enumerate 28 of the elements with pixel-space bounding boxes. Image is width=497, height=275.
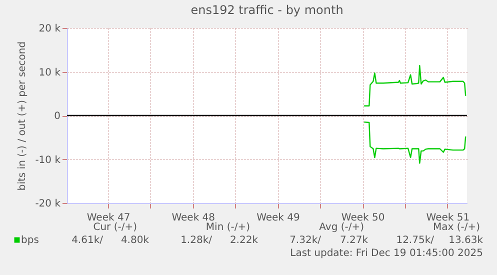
y-tick-label: 20 k [38, 24, 61, 34]
y-tick-label: -10 k [35, 154, 61, 166]
text: 13.63k [448, 235, 484, 246]
x-tick-label: Week 50 [341, 212, 385, 224]
legend-label: bps [21, 235, 39, 246]
x-tick-label: Week 51 [426, 212, 470, 224]
y-tick-label: 0 [54, 111, 60, 122]
text: Max (-/+) [432, 222, 480, 233]
line-series [363, 121, 466, 164]
text: Avg (-/+) [319, 222, 364, 233]
text: Min (-/+) [206, 222, 250, 233]
line-series [363, 65, 466, 106]
text: 1.28k/ [180, 235, 213, 246]
x-tick-label: Week 49 [256, 212, 300, 224]
text: 7.27k [340, 235, 368, 246]
y-tick-label: -20 k [35, 198, 61, 210]
text: 7.32k/ [290, 235, 322, 246]
text: Cur (-/+) [93, 222, 138, 233]
x-tick-label: Week 47 [86, 212, 130, 224]
text: 4.80k [120, 235, 150, 246]
x-tick-label: Week 48 [172, 212, 216, 224]
text: 2.22k [230, 235, 258, 246]
text: 12.75k/ [396, 235, 435, 246]
chart-title: ens192 traffic - by month [190, 3, 344, 17]
y-axis-title: bits in (-) / out (+) per second [17, 41, 28, 191]
text: 4.61k/ [72, 235, 104, 246]
y-tick-label: 10 k [38, 67, 61, 78]
text: Last update: Fri Dec 19 01:45:00 2025 [290, 248, 483, 259]
